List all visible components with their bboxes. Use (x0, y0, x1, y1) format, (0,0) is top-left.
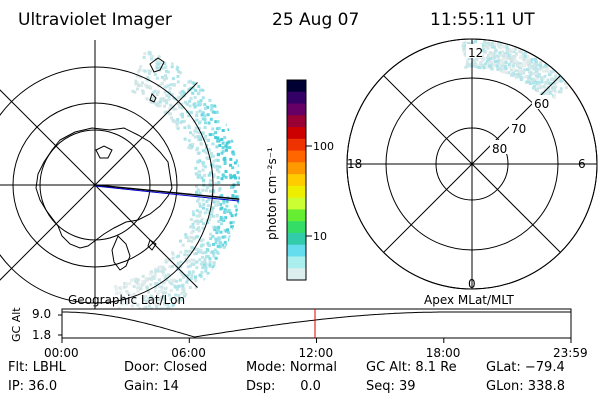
island-coastline (149, 57, 165, 73)
colorbar-tick-label: 100 (313, 140, 334, 153)
geographic-map-panel (0, 40, 240, 330)
colorbar-segment (287, 256, 306, 269)
colorbar-segment (287, 91, 306, 105)
timeline-xtick-label: 18:00 (426, 346, 461, 360)
island-coastline (149, 93, 157, 103)
status-panel: Flt: LBHL IP: 36.0 Door: Closed Gain: 14… (0, 358, 600, 400)
colorbar-segment (287, 221, 306, 234)
geo-meridian (94, 184, 201, 291)
antarctica-coastline (35, 127, 173, 249)
seq-status: Seq: 39 (366, 379, 416, 394)
colorbar-segment (287, 103, 306, 116)
mag-diagonal (383, 75, 561, 253)
timeline-ytick: 1.8 (32, 328, 51, 342)
colorbar-label: photon cm⁻²s⁻¹ (265, 147, 279, 240)
dsp-status: Dsp: 0.0 (246, 379, 321, 394)
timeline-xtick-label: 06:00 (171, 346, 206, 360)
island-coastline (147, 239, 157, 251)
colorbar-segment (287, 80, 306, 93)
geo-meridian (0, 79, 96, 186)
mlt-label-12: 12 (468, 46, 483, 60)
mlt-label-18: 18 (347, 157, 362, 171)
gain-status: Gain: 14 (124, 379, 179, 394)
colorbar-segment (287, 197, 306, 211)
colorbar: 100 10 photon cm⁻²s⁻¹ (265, 79, 334, 281)
mlat-label-80: 80 (492, 142, 507, 156)
mlat-label-60: 60 (534, 97, 549, 111)
timeline-xtick-label: 00:00 (44, 346, 79, 360)
timeline-ytick: 9.0 (32, 307, 51, 321)
mag-auroral-emission (461, 40, 568, 104)
geo-panel-label: Geographic Lat/Lon (68, 293, 185, 307)
colorbar-segment (287, 174, 306, 187)
colorbar-segment (287, 127, 306, 140)
mlt-label-6: 6 (578, 157, 586, 171)
colorbar-segment (287, 162, 306, 175)
colorbar-segment (287, 115, 306, 128)
timeline-frame (61, 308, 572, 339)
magnetic-polar-panel: 12 18 6 0 60 70 80 (346, 38, 598, 291)
geo-sun-line-blue (94, 185, 240, 203)
door-status: Door: Closed (124, 360, 208, 375)
colorbar-segment (287, 209, 306, 222)
colorbar-segment (287, 268, 306, 281)
peninsula-coastline (111, 235, 131, 271)
gc-alt-status: GC Alt: 8.1 Re (366, 360, 457, 375)
instrument-title: Ultraviolet Imager (18, 10, 172, 30)
time-label: 11:55:11 UT (430, 10, 535, 30)
mlt-label-0: 0 (468, 277, 476, 291)
glat-status: GLat: −79.4 (486, 360, 565, 375)
colorbar-segment (287, 185, 306, 199)
altitude-curve (62, 311, 571, 338)
geo-sun-line (94, 184, 240, 201)
mode-status: Mode: Normal (246, 360, 337, 375)
glon-status: GLon: 338.8 (486, 379, 566, 394)
timeline-xtick-label: 23:59 (553, 346, 588, 360)
colorbar-gradient (287, 80, 306, 281)
timeline-xtick-label: 12:00 (299, 346, 334, 360)
mlat-label-70: 70 (511, 122, 526, 136)
date-label: 25 Aug 07 (272, 10, 359, 30)
ice-shelf-outline (95, 145, 113, 159)
colorbar-segment (287, 150, 306, 163)
colorbar-segment (287, 232, 306, 246)
colorbar-segment (287, 138, 306, 152)
colorbar-frame (286, 79, 307, 281)
timeline-ylabel: GC Alt (10, 307, 23, 342)
mag-panel-label: Apex MLat/MLT (424, 293, 514, 307)
colorbar-tick-label: 10 (313, 230, 327, 243)
colorbar-segment (287, 244, 306, 258)
geo-meridian (0, 184, 96, 291)
geo-meridian (94, 79, 201, 186)
filter-status: Flt: LBHL (8, 360, 66, 375)
ip-status: IP: 36.0 (8, 379, 58, 394)
orbit-timeline: GC Alt 9.0 1.8 00:00 06:00 12:00 18:00 23:59 (10, 307, 588, 360)
